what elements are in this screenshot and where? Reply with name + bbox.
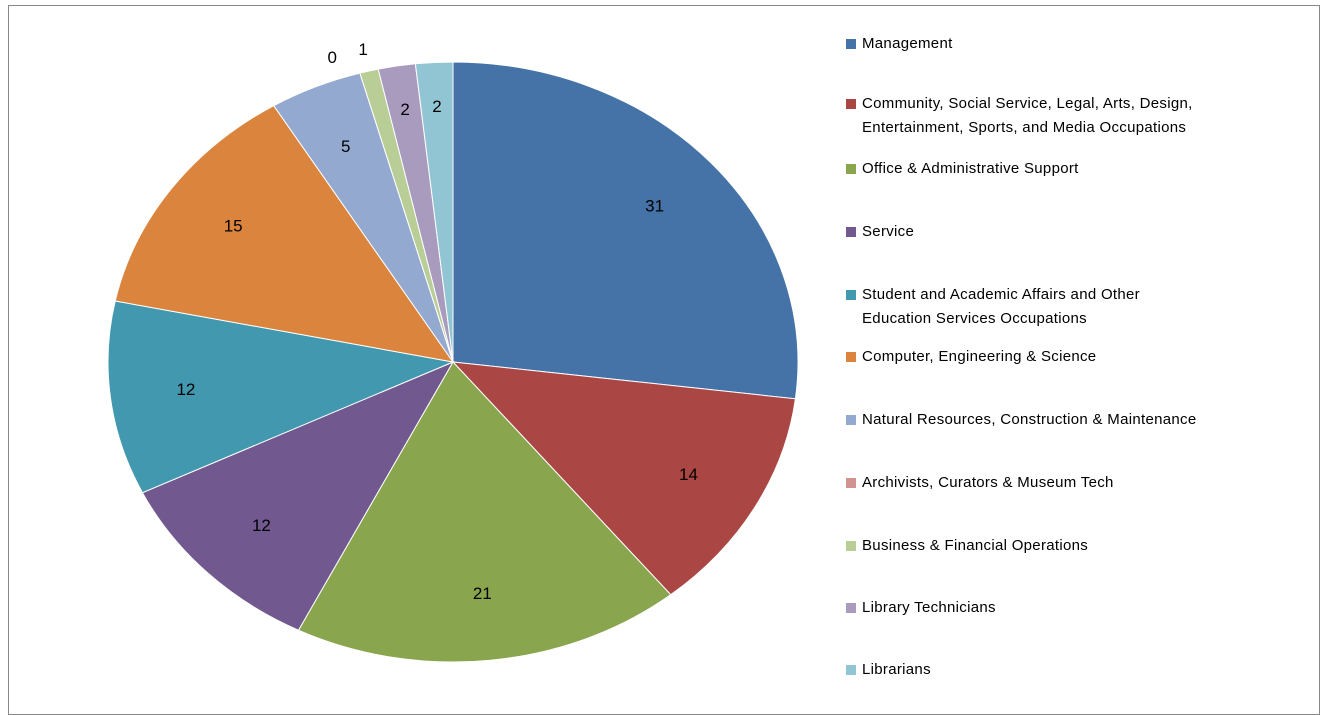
data-label: 2 [400, 100, 409, 119]
legend-item: Business & Financial Operations [846, 534, 1226, 558]
pie-slice [114, 105, 455, 363]
legend-item: Community, Social Service, Legal, Arts, … [846, 92, 1226, 140]
legend-swatch [846, 603, 856, 613]
data-label: 15 [224, 217, 243, 236]
pie-slice [414, 61, 454, 363]
data-label: 14 [679, 465, 698, 484]
legend-item: Library Technicians [846, 596, 1226, 620]
legend-swatch [846, 99, 856, 109]
legend-swatch [846, 39, 856, 49]
legend-swatch [846, 352, 856, 362]
legend-label: Business & Financial Operations [862, 537, 1089, 554]
pie-slice [451, 361, 796, 596]
legend-label: Student and Academic Affairs and Other E… [862, 286, 1140, 327]
pie-slice [452, 61, 799, 400]
legend-label: Library Technicians [862, 599, 996, 616]
data-label: 2 [432, 97, 441, 116]
legend-swatch [846, 164, 856, 174]
legend-item: Office & Administrative Support [846, 157, 1226, 181]
legend-item: Computer, Engineering & Science [846, 345, 1226, 369]
data-label: 0 [328, 48, 337, 67]
legend-swatch [846, 541, 856, 551]
legend-swatch [846, 665, 856, 675]
legend-label: Archivists, Curators & Museum Tech [862, 474, 1114, 491]
data-label: 1 [358, 40, 367, 59]
data-label: 5 [341, 137, 350, 156]
legend-label: Management [862, 35, 953, 52]
legend-label: Service [862, 223, 915, 240]
legend-swatch [846, 290, 856, 300]
legend-label: Community, Social Service, Legal, Arts, … [862, 95, 1193, 136]
legend-item: Natural Resources, Construction & Mainte… [846, 408, 1226, 432]
legend-label: Librarians [862, 661, 931, 678]
legend-item: Archivists, Curators & Museum Tech [846, 471, 1226, 495]
legend-label: Computer, Engineering & Science [862, 348, 1097, 365]
data-label: 12 [176, 380, 195, 399]
data-label: 31 [645, 196, 664, 215]
legend-swatch [846, 415, 856, 425]
legend-swatch [846, 478, 856, 488]
pie-slice [107, 300, 455, 494]
legend-label: Natural Resources, Construction & Mainte… [862, 411, 1197, 428]
data-label: 12 [252, 516, 271, 535]
legend-swatch [846, 227, 856, 237]
legend-item: Service [846, 220, 1226, 244]
pie-slice [297, 361, 672, 663]
legend-item: Librarians [846, 658, 1226, 682]
data-label: 21 [473, 584, 492, 603]
legend-item: Student and Academic Affairs and Other E… [846, 283, 1226, 331]
legend-item: Management [846, 32, 1226, 56]
pie-slice [141, 360, 455, 631]
legend-label: Office & Administrative Support [862, 160, 1079, 177]
